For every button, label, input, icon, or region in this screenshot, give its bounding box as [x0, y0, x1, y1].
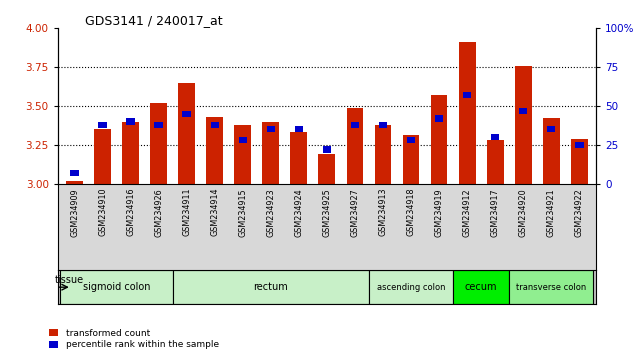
- Bar: [210, 121, 219, 128]
- Bar: [262, 121, 279, 184]
- Text: sigmoid colon: sigmoid colon: [83, 282, 151, 292]
- Bar: [403, 136, 419, 184]
- Text: GSM234921: GSM234921: [547, 188, 556, 236]
- Bar: [267, 126, 275, 132]
- Bar: [351, 121, 359, 128]
- Bar: [431, 95, 447, 184]
- Bar: [295, 126, 303, 132]
- Bar: [543, 118, 560, 184]
- Bar: [374, 125, 392, 184]
- Text: transverse colon: transverse colon: [516, 283, 587, 292]
- Bar: [66, 181, 83, 184]
- Bar: [459, 42, 476, 184]
- Bar: [238, 137, 247, 143]
- Text: GSM234920: GSM234920: [519, 188, 528, 236]
- Bar: [94, 129, 111, 184]
- Bar: [379, 121, 387, 128]
- Bar: [235, 125, 251, 184]
- Text: GSM234925: GSM234925: [322, 188, 331, 237]
- Text: GSM234917: GSM234917: [490, 188, 500, 236]
- Bar: [319, 154, 335, 184]
- Text: GDS3141 / 240017_at: GDS3141 / 240017_at: [85, 14, 222, 27]
- Bar: [183, 111, 191, 117]
- Text: GSM234919: GSM234919: [435, 188, 444, 236]
- Text: GSM234912: GSM234912: [463, 188, 472, 236]
- Legend: transformed count, percentile rank within the sample: transformed count, percentile rank withi…: [49, 329, 219, 349]
- Text: rectum: rectum: [253, 282, 288, 292]
- Bar: [122, 121, 139, 184]
- Bar: [322, 146, 331, 153]
- Text: GSM234927: GSM234927: [351, 188, 360, 237]
- Bar: [98, 121, 107, 128]
- Bar: [519, 108, 528, 114]
- Bar: [491, 134, 499, 140]
- Bar: [453, 270, 509, 304]
- Bar: [71, 170, 79, 176]
- Bar: [126, 118, 135, 125]
- Bar: [347, 108, 363, 184]
- Text: GSM234916: GSM234916: [126, 188, 135, 236]
- Text: GSM234909: GSM234909: [70, 188, 79, 236]
- Text: tissue: tissue: [55, 275, 84, 285]
- Text: GSM234910: GSM234910: [98, 188, 107, 236]
- Bar: [509, 270, 594, 304]
- Text: cecum: cecum: [465, 282, 497, 292]
- Bar: [206, 117, 223, 184]
- Bar: [487, 140, 504, 184]
- Text: GSM234926: GSM234926: [154, 188, 163, 236]
- Text: GSM234914: GSM234914: [210, 188, 219, 236]
- Bar: [154, 121, 163, 128]
- Bar: [178, 83, 195, 184]
- Text: ascending colon: ascending colon: [377, 283, 445, 292]
- Bar: [172, 270, 369, 304]
- Bar: [60, 270, 172, 304]
- Bar: [575, 142, 583, 148]
- Bar: [515, 65, 531, 184]
- Text: GSM234915: GSM234915: [238, 188, 247, 236]
- Text: GSM234911: GSM234911: [182, 188, 191, 236]
- Bar: [369, 270, 453, 304]
- Bar: [290, 132, 307, 184]
- Text: GSM234923: GSM234923: [266, 188, 276, 236]
- Text: GSM234918: GSM234918: [406, 188, 415, 236]
- Bar: [435, 115, 444, 121]
- Text: GSM234922: GSM234922: [575, 188, 584, 237]
- Bar: [463, 92, 471, 98]
- Text: GSM234924: GSM234924: [294, 188, 303, 236]
- Bar: [150, 103, 167, 184]
- Text: GSM234913: GSM234913: [378, 188, 388, 236]
- Bar: [407, 137, 415, 143]
- Bar: [571, 139, 588, 184]
- Bar: [547, 126, 556, 132]
